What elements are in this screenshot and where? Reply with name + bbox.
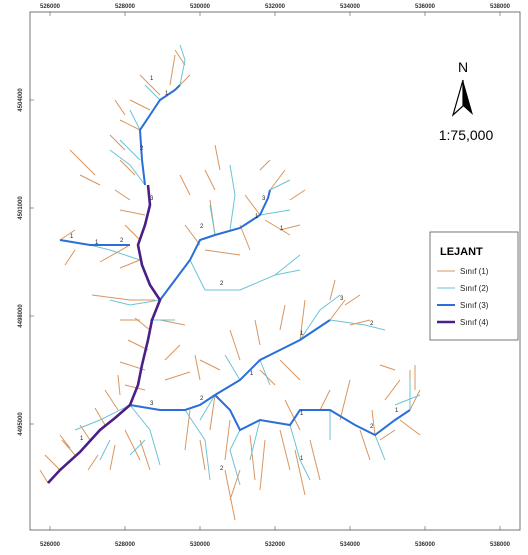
- x-label-top: 532000: [265, 4, 286, 10]
- y-label: 4504000: [18, 88, 24, 112]
- y-label: 4501000: [18, 196, 24, 220]
- legend-label: Sınıf (3): [460, 301, 489, 310]
- scale-label: 1:75,000: [439, 127, 494, 143]
- x-label-bottom: 532000: [265, 542, 286, 548]
- legend-label: Sınıf (1): [460, 267, 489, 276]
- x-label-top: 530000: [190, 4, 211, 10]
- x-label-bottom: 526000: [40, 542, 61, 548]
- y-label: 4495000: [18, 412, 24, 436]
- legend-label: Sınıf (4): [460, 318, 489, 327]
- y-label: 4498000: [18, 304, 24, 328]
- x-label-bottom: 530000: [190, 542, 211, 548]
- map: 121321123121321123121121 526000528000530…: [0, 0, 528, 555]
- x-label-top: 534000: [340, 4, 361, 10]
- x-label-top: 528000: [115, 4, 136, 10]
- x-label-top: 538000: [490, 4, 511, 10]
- north-label: N: [458, 59, 468, 75]
- x-label-bottom: 538000: [490, 542, 511, 548]
- x-label-top: 536000: [415, 4, 436, 10]
- x-label-bottom: 536000: [415, 542, 436, 548]
- x-label-bottom: 534000: [340, 542, 361, 548]
- legend-title: LEJANT: [440, 246, 483, 258]
- x-label-bottom: 528000: [115, 542, 136, 548]
- legend-label: Sınıf (2): [460, 284, 489, 293]
- legend: LEJANT Sınıf (1) Sınıf (2) Sınıf (3) Sınıf …: [430, 232, 518, 340]
- x-label-top: 526000: [40, 4, 61, 10]
